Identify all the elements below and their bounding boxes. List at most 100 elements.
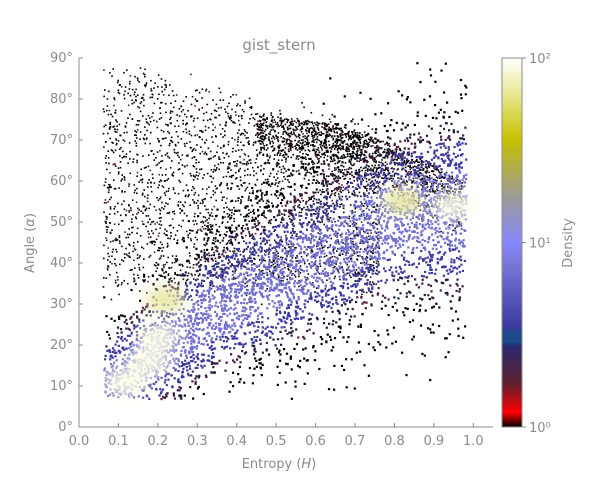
density-cell <box>231 150 234 153</box>
density-cell <box>201 130 203 133</box>
density-cell <box>296 155 298 157</box>
density-cell <box>327 272 329 274</box>
density-cell <box>180 138 183 140</box>
density-cell <box>204 220 207 223</box>
density-cell <box>103 244 105 247</box>
density-cell <box>162 255 165 257</box>
density-cell <box>287 274 290 277</box>
density-cell <box>300 256 303 258</box>
density-cell <box>121 191 123 193</box>
density-cell <box>324 154 326 156</box>
density-cell <box>114 149 117 152</box>
density-cell <box>276 125 279 128</box>
density-cell <box>267 222 270 224</box>
density-cell <box>438 171 441 173</box>
density-cell <box>350 138 352 140</box>
density-cell <box>245 163 248 165</box>
density-cell <box>110 149 113 151</box>
density-cell <box>407 280 410 283</box>
density-cell <box>194 176 196 178</box>
density-cell <box>392 168 395 171</box>
density-cell <box>359 325 362 328</box>
density-cell <box>373 167 376 169</box>
density-cell <box>178 389 181 392</box>
density-cell <box>312 128 315 131</box>
density-cell <box>277 146 280 148</box>
density-cell <box>396 148 398 151</box>
density-cell <box>362 191 365 194</box>
density-cell <box>457 334 460 337</box>
density-cell <box>307 120 310 123</box>
density-cell <box>229 117 231 119</box>
density-cell <box>266 296 269 299</box>
density-cell <box>170 235 172 237</box>
density-cell <box>217 266 220 268</box>
density-cell <box>263 113 265 115</box>
density-cell <box>149 314 152 317</box>
density-cell <box>123 140 126 142</box>
density-cell <box>378 173 381 176</box>
density-cell <box>180 274 183 277</box>
density-cell <box>160 102 162 104</box>
density-cell <box>354 207 357 210</box>
density-cell <box>284 266 286 269</box>
density-cell <box>346 143 349 145</box>
density-cell <box>193 243 196 245</box>
density-cell <box>211 242 214 245</box>
density-cell <box>393 142 396 145</box>
density-cell <box>169 237 171 240</box>
density-cell <box>168 94 170 97</box>
density-cell <box>260 116 263 118</box>
density-cell <box>340 132 343 135</box>
density-cell <box>300 139 303 142</box>
density-cell <box>226 182 228 185</box>
density-cell <box>328 277 331 280</box>
density-cell <box>274 265 277 268</box>
density-cell <box>258 152 261 155</box>
density-cell <box>154 82 156 84</box>
density-cell <box>460 259 463 262</box>
density-cell <box>209 175 211 178</box>
density-cell <box>421 161 423 164</box>
density-cell <box>234 122 236 124</box>
density-cell <box>334 141 337 143</box>
density-cell <box>284 147 287 149</box>
density-cell <box>210 181 213 183</box>
density-cell <box>226 345 229 348</box>
density-cell <box>443 186 446 188</box>
density-cell <box>221 309 224 312</box>
density-cell <box>370 255 373 258</box>
density-cell <box>425 170 428 173</box>
density-cell <box>317 147 320 149</box>
density-cell <box>274 130 276 132</box>
density-cell <box>111 141 113 144</box>
density-cell <box>427 125 430 128</box>
density-cell <box>251 290 254 293</box>
density-cell <box>221 264 223 266</box>
density-cell <box>464 142 467 145</box>
density-cell <box>361 290 364 293</box>
density-cell <box>342 207 345 209</box>
density-cell <box>299 219 301 221</box>
density-cell <box>434 214 436 217</box>
density-cell <box>285 161 287 163</box>
density-cell <box>390 236 393 239</box>
density-cell <box>311 131 314 133</box>
density-cell <box>307 143 310 146</box>
density-cell <box>283 118 286 121</box>
density-cell <box>247 215 250 218</box>
density-cell <box>244 154 247 156</box>
density-cell <box>249 250 252 253</box>
density-cell <box>301 197 303 200</box>
density-cell <box>370 155 373 158</box>
density-cell <box>177 168 180 171</box>
density-cell <box>351 193 354 196</box>
density-cell <box>136 159 138 162</box>
density-cell <box>377 238 379 240</box>
density-cell <box>179 396 182 399</box>
density-cell <box>245 281 248 284</box>
density-cell <box>254 141 257 144</box>
density-cell <box>437 169 440 171</box>
density-cell <box>400 175 403 178</box>
density-cell <box>117 91 120 94</box>
